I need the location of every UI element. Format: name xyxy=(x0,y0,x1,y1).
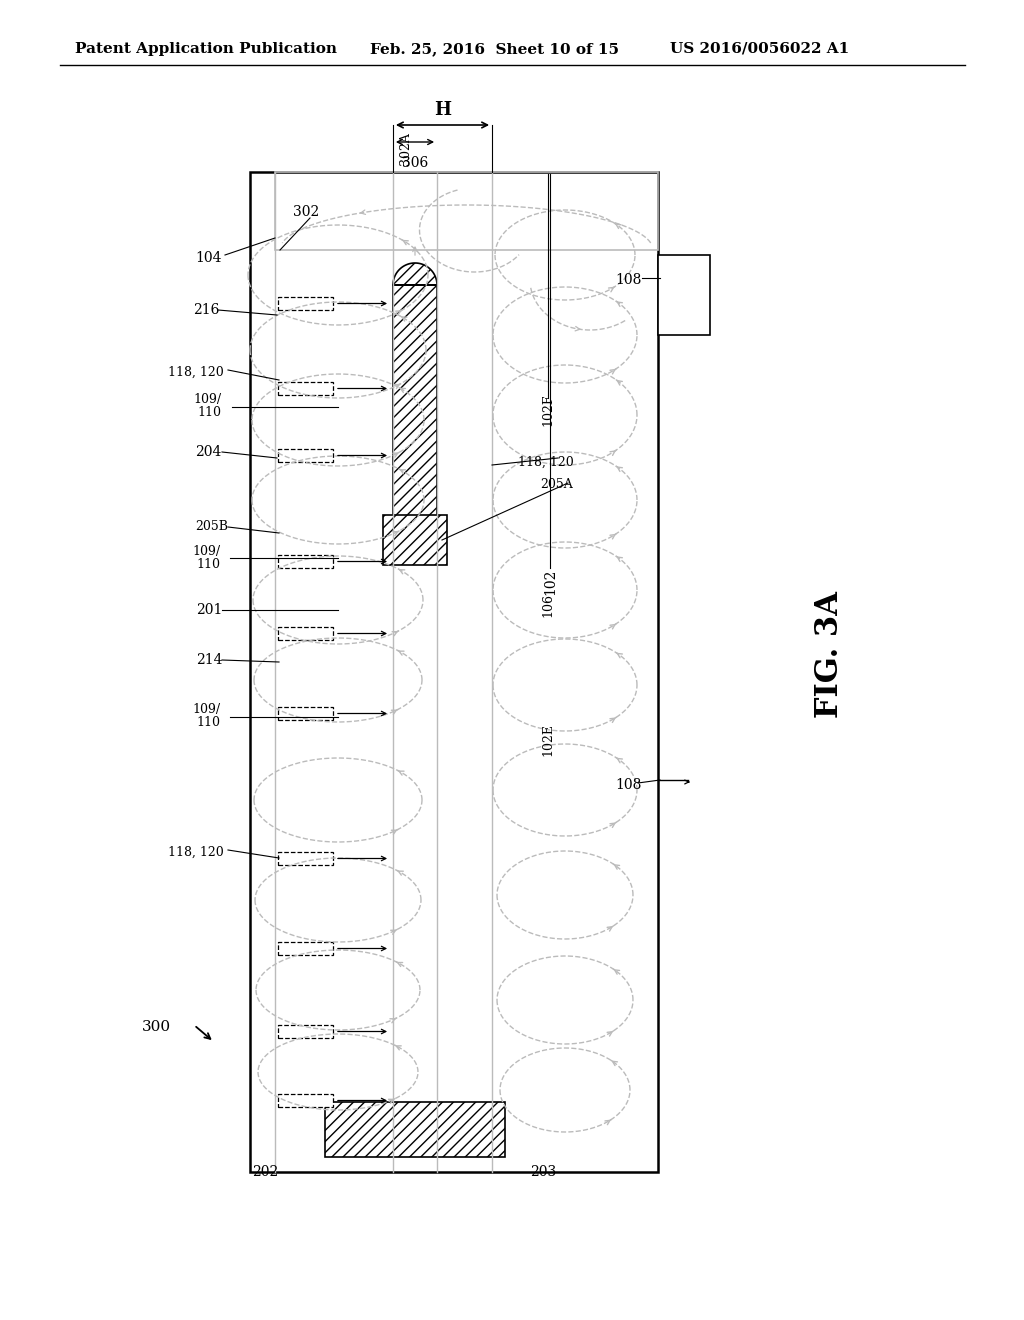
Text: 118, 120: 118, 120 xyxy=(168,366,224,379)
Bar xyxy=(278,851,333,865)
Text: 205B: 205B xyxy=(195,520,228,533)
Text: 306: 306 xyxy=(401,156,428,170)
Polygon shape xyxy=(393,263,437,285)
Bar xyxy=(278,449,333,462)
Text: 110: 110 xyxy=(197,407,221,420)
Text: 104: 104 xyxy=(195,251,221,265)
Text: 302A: 302A xyxy=(398,132,412,165)
Bar xyxy=(393,285,437,520)
Text: 302: 302 xyxy=(293,205,319,219)
Text: 102F: 102F xyxy=(542,393,555,426)
Text: 110: 110 xyxy=(196,558,220,572)
Bar xyxy=(383,515,447,565)
Bar xyxy=(278,297,333,310)
Text: Feb. 25, 2016  Sheet 10 of 15: Feb. 25, 2016 Sheet 10 of 15 xyxy=(370,42,618,55)
Bar xyxy=(278,1094,333,1107)
Bar xyxy=(278,381,333,395)
Bar xyxy=(278,942,333,954)
Bar xyxy=(278,627,333,640)
Text: 118, 120: 118, 120 xyxy=(518,455,573,469)
Text: 108: 108 xyxy=(615,777,641,792)
Text: 106: 106 xyxy=(542,593,555,616)
Text: 202: 202 xyxy=(252,1166,279,1179)
Text: 118, 120: 118, 120 xyxy=(168,846,224,858)
Text: 300: 300 xyxy=(142,1020,171,1034)
Text: 201: 201 xyxy=(196,603,222,616)
Bar xyxy=(325,1102,505,1158)
Bar xyxy=(278,708,333,719)
Text: 108: 108 xyxy=(615,273,641,286)
Bar xyxy=(278,554,333,568)
Text: 109/: 109/ xyxy=(193,393,221,407)
Text: 110: 110 xyxy=(196,717,220,730)
Text: H: H xyxy=(434,102,451,119)
Text: 102E: 102E xyxy=(542,723,555,756)
Text: 109/: 109/ xyxy=(193,545,220,558)
Bar xyxy=(250,172,658,1172)
Bar xyxy=(275,172,658,249)
Text: 205A: 205A xyxy=(540,479,572,491)
Bar xyxy=(278,1026,333,1038)
Text: FIG. 3A: FIG. 3A xyxy=(814,591,846,718)
Text: 203: 203 xyxy=(530,1166,556,1179)
Bar xyxy=(658,255,710,335)
Text: US 2016/0056022 A1: US 2016/0056022 A1 xyxy=(670,42,849,55)
Text: 102: 102 xyxy=(543,569,557,595)
Text: 216: 216 xyxy=(193,304,219,317)
Text: Patent Application Publication: Patent Application Publication xyxy=(75,42,337,55)
Text: 204: 204 xyxy=(195,445,221,459)
Text: 214: 214 xyxy=(196,653,222,667)
Text: 109/: 109/ xyxy=(193,704,220,717)
